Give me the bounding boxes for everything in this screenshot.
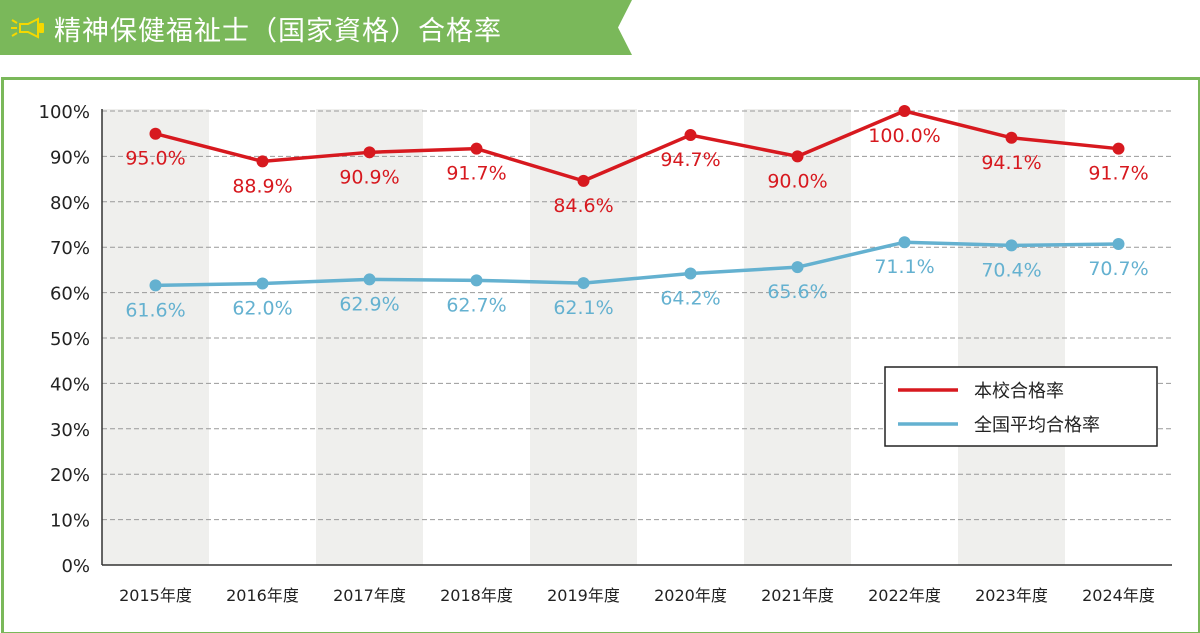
page-title: 精神保健福祉士（国家資格）合格率	[54, 16, 502, 47]
data-label: 88.9%	[232, 175, 292, 197]
data-label: 94.1%	[981, 152, 1041, 174]
x-tick-label: 2020年度	[654, 586, 727, 605]
data-label: 71.1%	[874, 256, 934, 278]
data-label: 95.0%	[125, 148, 185, 170]
series-line-0	[155, 109, 1119, 183]
title-banner: 精神保健福祉士（国家資格）合格率	[0, 0, 632, 55]
x-tick-label: 2019年度	[547, 586, 620, 605]
series-line-1	[155, 240, 1119, 288]
data-label: 90.0%	[767, 170, 827, 192]
y-tick-label: 30%	[50, 420, 90, 441]
data-point	[1005, 239, 1018, 252]
data-point	[149, 279, 162, 292]
data-point	[791, 261, 804, 274]
x-tick-label: 2023年度	[975, 586, 1048, 605]
data-label: 65.6%	[767, 281, 827, 303]
x-tick-label: 2015年度	[119, 586, 192, 605]
data-point	[684, 129, 697, 142]
data-label: 62.9%	[339, 293, 399, 315]
data-label: 62.7%	[446, 294, 506, 316]
data-point	[256, 277, 269, 290]
data-point	[898, 105, 911, 117]
x-tick-label: 2016年度	[226, 586, 299, 605]
data-label: 62.0%	[232, 298, 292, 320]
y-tick-label: 60%	[50, 284, 90, 305]
y-tick-label: 50%	[50, 329, 90, 350]
data-label: 62.1%	[553, 297, 613, 319]
data-label: 84.6%	[553, 195, 613, 217]
data-label: 90.9%	[339, 166, 399, 188]
data-label: 91.7%	[446, 163, 506, 185]
x-tick-label: 2017年度	[333, 586, 406, 605]
column-band	[102, 109, 209, 565]
data-point	[256, 155, 269, 168]
data-point	[470, 142, 483, 155]
legend-box	[884, 366, 1158, 447]
data-point	[1005, 131, 1018, 144]
data-point	[1112, 142, 1125, 155]
column-band	[958, 109, 1065, 565]
data-point	[791, 150, 804, 163]
y-tick-label: 80%	[50, 193, 90, 214]
column-band	[316, 109, 423, 565]
x-tick-label: 2024年度	[1082, 586, 1155, 605]
y-tick-label: 70%	[50, 238, 90, 259]
legend-label: 全国平均合格率	[974, 415, 1100, 436]
legend-label: 本校合格率	[974, 381, 1064, 402]
data-point	[684, 267, 697, 280]
megaphone-icon	[10, 16, 50, 40]
data-label: 94.7%	[660, 149, 720, 171]
data-point	[363, 146, 376, 159]
data-point	[577, 277, 590, 290]
y-tick-label: 40%	[50, 374, 90, 395]
data-label: 64.2%	[660, 288, 720, 310]
y-tick-label: 10%	[50, 511, 90, 532]
data-point	[470, 274, 483, 287]
x-tick-label: 2018年度	[440, 586, 513, 605]
y-tick-label: 100%	[39, 102, 90, 123]
y-tick-label: 90%	[50, 147, 90, 168]
data-label: 91.7%	[1088, 163, 1148, 185]
x-tick-label: 2022年度	[868, 586, 941, 605]
data-point	[1112, 238, 1125, 251]
data-label: 100.0%	[868, 125, 940, 147]
data-point	[898, 236, 911, 249]
data-label: 61.6%	[125, 299, 185, 321]
data-point	[149, 127, 162, 140]
x-tick-label: 2021年度	[761, 586, 834, 605]
y-tick-label: 0%	[61, 556, 90, 577]
y-tick-label: 20%	[50, 465, 90, 486]
data-label: 70.7%	[1088, 258, 1148, 280]
data-label: 70.4%	[981, 259, 1041, 281]
data-point	[577, 174, 590, 187]
data-point	[363, 273, 376, 286]
column-band	[744, 109, 851, 565]
